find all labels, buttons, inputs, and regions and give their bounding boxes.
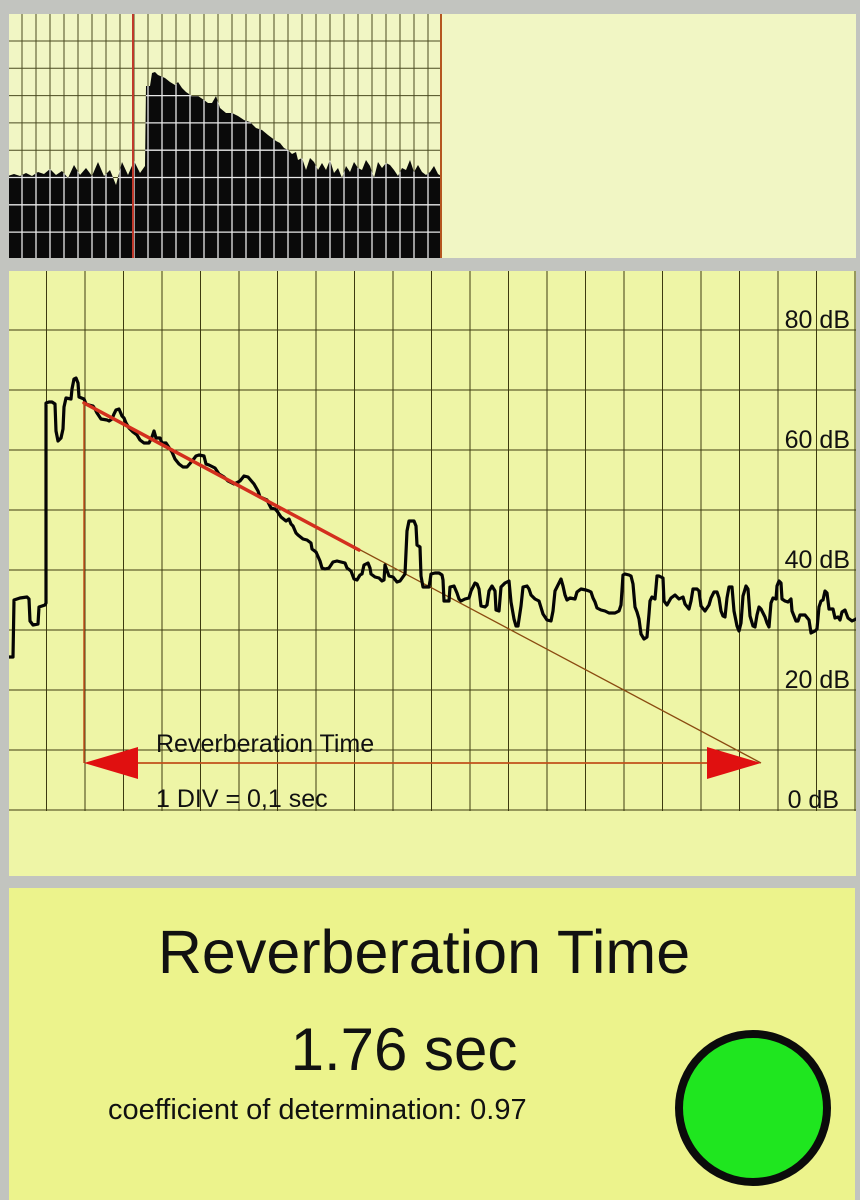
decay-grid xyxy=(9,271,856,811)
division-scale-annotation: 1 DIV = 0,1 sec xyxy=(156,785,328,813)
result-panel: Reverberation Time 1.76 sec coefficient … xyxy=(9,888,855,1200)
overview-envelope xyxy=(9,72,441,258)
decay-trace xyxy=(9,376,856,659)
waveform-overview-chart xyxy=(9,14,442,258)
y-label-0db: 0 dB xyxy=(787,786,839,814)
coefficient-of-determination: coefficient of determination: 0.97 xyxy=(108,1094,527,1126)
y-label-80db: 80 dB xyxy=(784,306,850,334)
y-label-60db: 60 dB xyxy=(784,426,850,454)
y-label-40db: 40 dB xyxy=(784,546,850,574)
reverberation-time-annotation: Reverberation Time xyxy=(156,730,375,758)
y-label-20db: 20 dB xyxy=(784,666,850,694)
reverberation-time-value: 1.76 sec xyxy=(290,1016,518,1083)
right-arrowhead-icon xyxy=(707,747,761,779)
waveform-overview-panel xyxy=(9,14,856,258)
status-indicator-icon xyxy=(675,1030,831,1186)
regression-line xyxy=(82,401,361,552)
result-title: Reverberation Time xyxy=(157,918,691,986)
decay-chart-panel: 80 dB 60 dB 40 dB 20 dB 0 dB Reverberati… xyxy=(9,271,856,876)
decay-chart xyxy=(9,271,856,811)
left-arrowhead-icon xyxy=(84,747,138,779)
